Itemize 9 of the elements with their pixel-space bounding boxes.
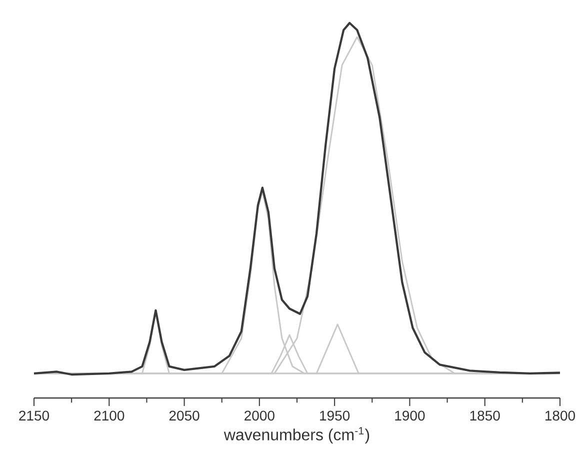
x-tick-label: 1850 bbox=[470, 410, 500, 421]
x-tick-label: 1950 bbox=[320, 410, 350, 421]
x-tick-label: 2100 bbox=[94, 410, 124, 421]
x-tick-label: 2000 bbox=[244, 410, 274, 421]
x-tick-label: 1900 bbox=[395, 410, 425, 421]
x-axis-title: wavenumbers (cm$^{-1}$) bbox=[224, 427, 370, 444]
x-tick-label: 1800 bbox=[545, 410, 576, 421]
x-tick-label: 2150 bbox=[19, 410, 50, 421]
x-tick-label: 2050 bbox=[169, 410, 200, 421]
